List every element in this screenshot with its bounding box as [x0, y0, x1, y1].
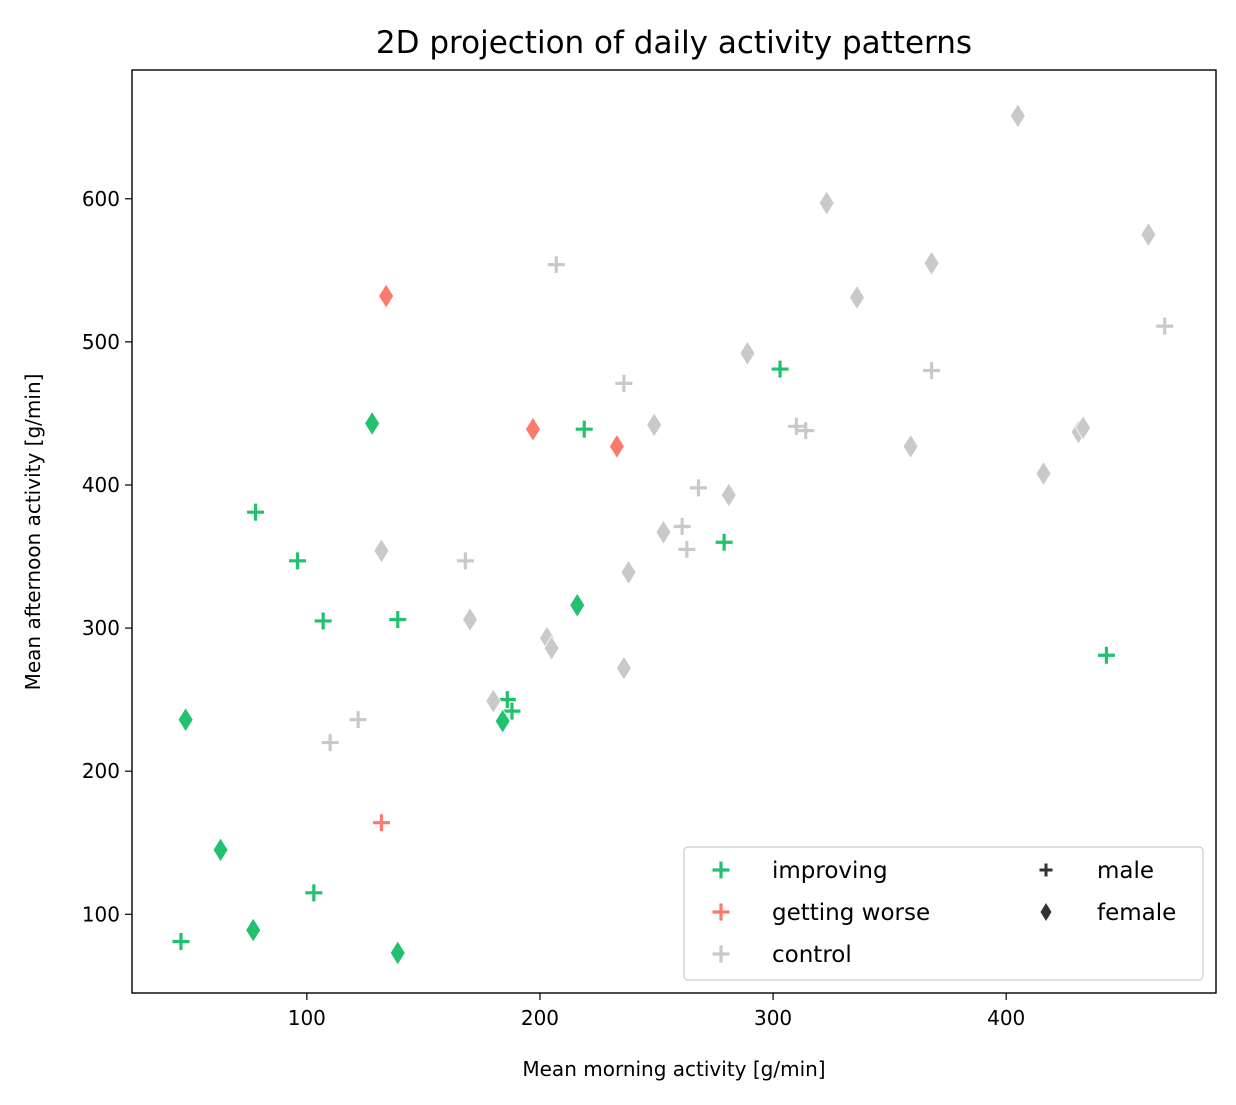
data-point-control-male — [787, 417, 805, 435]
data-point-improving-male — [1097, 646, 1115, 664]
x-tick-label: 300 — [754, 1006, 792, 1030]
data-point-control-female — [485, 688, 502, 714]
x-tick-label: 100 — [288, 1006, 326, 1030]
legend-box — [683, 846, 1204, 981]
data-point-improving-female — [389, 940, 406, 966]
data-point-getting-worse-male — [372, 814, 390, 832]
legend-marker-getting-worse — [712, 903, 730, 921]
data-point-control-female — [1009, 103, 1026, 129]
legend-label-getting-worse: getting worse — [772, 900, 930, 926]
data-point-getting-worse-female — [524, 416, 541, 442]
legend-marker-female — [1040, 903, 1052, 921]
data-point-improving-male — [498, 691, 516, 709]
y-axis-label: Mean afternoon activity [g/min] — [21, 374, 45, 691]
data-point-improving-female — [569, 592, 586, 618]
y-tick-label: 400 — [82, 473, 120, 497]
data-point-control-male — [678, 540, 696, 558]
data-point-improving-male — [305, 884, 323, 902]
x-axis: 100 200 300 400 — [288, 993, 1025, 1030]
data-point-control-female — [902, 433, 919, 460]
data-point-control-female — [462, 606, 478, 633]
data-point-control-female — [923, 250, 940, 276]
data-point-control-female — [739, 340, 756, 367]
legend: improving getting worse control male female — [683, 846, 1204, 981]
data-point-improving-male — [389, 611, 407, 629]
data-point-improving-male — [771, 360, 789, 378]
chart-title: 2D projection of daily activity patterns — [376, 25, 972, 61]
data-point-control-male — [321, 734, 339, 752]
y-tick-label: 500 — [82, 330, 120, 354]
data-point-control-male — [349, 711, 367, 729]
data-point-getting-worse-female — [608, 433, 625, 460]
y-tick-label: 600 — [82, 187, 120, 211]
data-point-control-male — [456, 552, 474, 570]
data-point-control-female — [818, 190, 835, 216]
data-point-control-female — [620, 559, 637, 586]
data-point-control-female — [1075, 414, 1092, 441]
data-point-control-female — [849, 284, 865, 311]
data-point-improving-female — [245, 917, 262, 943]
data-point-control-male — [673, 517, 691, 535]
y-axis: 100 200 300 400 500 600 — [82, 187, 132, 926]
data-point-control-male — [797, 422, 815, 440]
data-point-improving-male — [289, 552, 307, 570]
data-point-improving-male — [314, 612, 332, 630]
data-point-control-female — [720, 482, 737, 508]
data-point-control-male — [615, 374, 633, 392]
data-point-improving-male — [575, 420, 593, 438]
legend-marker-male — [1039, 863, 1053, 877]
data-point-improving-female — [364, 410, 381, 437]
x-axis-label: Mean morning activity [g/min] — [522, 1057, 825, 1081]
data-point-control-male — [689, 479, 707, 497]
data-point-control-male — [923, 362, 941, 380]
data-point-improving-male — [503, 702, 521, 720]
data-point-improving-male — [172, 932, 190, 950]
x-tick-label: 400 — [987, 1006, 1025, 1030]
data-point-control-male — [547, 256, 565, 274]
y-tick-label: 300 — [82, 616, 120, 640]
y-tick-label: 200 — [82, 759, 120, 783]
data-point-control-female — [1140, 221, 1157, 248]
legend-marker-improving — [712, 861, 730, 879]
plot-area — [172, 103, 1174, 966]
data-point-control-female — [1035, 460, 1052, 487]
data-point-improving-male — [715, 533, 733, 551]
legend-label-control: control — [772, 942, 852, 968]
data-point-control-female — [646, 412, 663, 438]
data-point-getting-worse-female — [378, 283, 395, 309]
legend-label-improving: improving — [772, 858, 888, 884]
data-point-improving-female — [212, 837, 229, 863]
data-point-control-female — [373, 538, 390, 564]
data-point-improving-female — [494, 708, 511, 734]
data-point-control-male — [1156, 317, 1174, 335]
y-tick-label: 100 — [82, 902, 120, 926]
x-tick-label: 200 — [521, 1006, 559, 1030]
data-point-control-female — [615, 655, 632, 681]
data-point-improving-female — [177, 706, 194, 733]
legend-label-female: female — [1097, 900, 1176, 926]
legend-marker-control — [712, 945, 730, 963]
legend-label-male: male — [1097, 858, 1154, 884]
data-point-improving-male — [247, 503, 265, 521]
plot-frame — [131, 69, 1217, 994]
data-point-control-female — [543, 635, 560, 661]
data-point-control-female — [655, 519, 672, 545]
